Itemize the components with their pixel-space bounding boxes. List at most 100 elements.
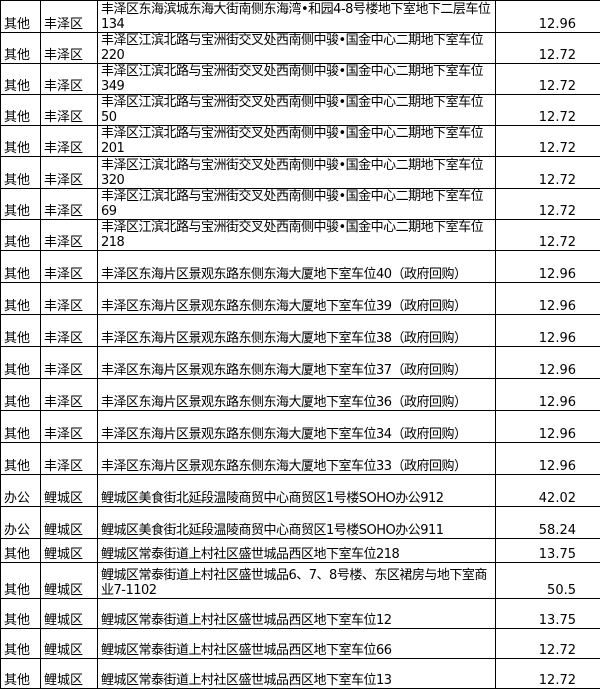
area-cell: 12.72	[495, 63, 600, 95]
area-cell: 58.24	[495, 506, 600, 539]
area-cell: 13.75	[495, 538, 600, 563]
description-cell: 丰泽区江滨北路与宝洲街交叉处西南侧中骏•国金中心二期地下室车位201	[97, 125, 496, 157]
category-cell: 其他	[0, 156, 41, 189]
table-row: 办公 鲤城区 鲤城区美食街北延段温陵商贸中心商贸区1号楼SOHO办公911 58.24	[0, 506, 600, 539]
table-row: 其他 丰泽区 丰泽区江滨北路与宝洲街交叉处西南侧中骏•国金中心二期地下室车位349 1…	[0, 63, 600, 95]
table-row: 其他 鲤城区 鲤城区常泰街道上村社区盛世城品西区地下室车位13 12.72	[0, 658, 600, 689]
category-cell: 其他	[0, 63, 41, 95]
table-row: 其他 丰泽区 丰泽区东海片区景观东路东侧东海大厦地下室车位34（政府回购） 12.96	[0, 410, 600, 443]
category-cell: 其他	[0, 94, 41, 126]
area-cell: 50.5	[495, 562, 600, 599]
area-cell: 12.72	[495, 94, 600, 126]
description-cell: 鲤城区常泰街道上村社区盛世城品西区地下室车位12	[97, 598, 496, 629]
district-cell: 丰泽区	[40, 442, 98, 475]
category-cell: 其他	[0, 314, 41, 347]
area-cell: 12.72	[495, 658, 600, 689]
table-row: 其他 丰泽区 丰泽区江滨北路与宝洲街交叉处西南侧中骏•国金中心二期地下室车位50 12…	[0, 94, 600, 126]
description-cell: 丰泽区江滨北路与宝洲街交叉处西南侧中骏•国金中心二期地下室车位320	[97, 156, 496, 189]
category-cell: 其他	[0, 125, 41, 157]
district-cell: 丰泽区	[40, 410, 98, 443]
category-cell: 其他	[0, 410, 41, 443]
description-cell: 丰泽区江滨北路与宝洲街交叉处西南侧中骏•国金中心二期地下室车位220	[97, 32, 496, 64]
category-cell: 其他	[0, 562, 41, 599]
table-row: 其他 鲤城区 鲤城区常泰街道上村社区盛世城品西区地下室车位12 13.75	[0, 598, 600, 629]
description-cell: 丰泽区东海片区景观东路东侧东海大厦地下室车位39（政府回购）	[97, 282, 496, 315]
description-cell: 鲤城区常泰街道上村社区盛世城品6、7、8号楼、东区裙房与地下室商业7-1102	[97, 562, 496, 599]
area-cell: 12.96	[495, 282, 600, 315]
description-cell: 丰泽区东海片区景观东路东侧东海大厦地下室车位33（政府回购）	[97, 442, 496, 475]
description-cell: 鲤城区美食街北延段温陵商贸中心商贸区1号楼SOHO办公912	[97, 474, 496, 507]
area-cell: 12.72	[495, 125, 600, 157]
description-cell: 丰泽区东海片区景观东路东侧东海大厦地下室车位36（政府回购）	[97, 378, 496, 411]
district-cell: 丰泽区	[40, 282, 98, 315]
table-row: 其他 丰泽区 丰泽区东海片区景观东路东侧东海大厦地下室车位33（政府回购） 12.96	[0, 442, 600, 475]
area-cell: 12.72	[495, 156, 600, 189]
area-cell: 12.72	[495, 628, 600, 659]
district-cell: 丰泽区	[40, 94, 98, 126]
district-cell: 丰泽区	[40, 63, 98, 95]
district-cell: 丰泽区	[40, 250, 98, 283]
description-cell: 丰泽区东海片区景观东路东侧东海大厦地下室车位37（政府回购）	[97, 346, 496, 379]
category-cell: 办公	[0, 506, 41, 539]
description-cell: 丰泽区东海片区景观东路东侧东海大厦地下室车位34（政府回购）	[97, 410, 496, 443]
table-row: 其他 丰泽区 丰泽区江滨北路与宝洲街交叉处西南侧中骏•国金中心二期地下室车位69 12…	[0, 188, 600, 220]
table-row: 其他 丰泽区 丰泽区江滨北路与宝洲街交叉处西南侧中骏•国金中心二期地下室车位218 1…	[0, 219, 600, 251]
district-cell: 丰泽区	[40, 156, 98, 189]
table-row: 其他 丰泽区 丰泽区江滨北路与宝洲街交叉处西南侧中骏•国金中心二期地下室车位320 1…	[0, 156, 600, 189]
district-cell: 鲤城区	[40, 562, 98, 599]
table-row: 其他 丰泽区 丰泽区江滨北路与宝洲街交叉处西南侧中骏•国金中心二期地下室车位201 1…	[0, 125, 600, 157]
description-cell: 鲤城区常泰街道上村社区盛世城品西区地下室车位66	[97, 628, 496, 659]
area-cell: 42.02	[495, 474, 600, 507]
category-cell: 其他	[0, 188, 41, 220]
area-cell: 12.72	[495, 32, 600, 64]
category-cell: 其他	[0, 250, 41, 283]
category-cell: 其他	[0, 658, 41, 689]
district-cell: 丰泽区	[40, 0, 98, 33]
area-cell: 12.96	[495, 250, 600, 283]
category-cell: 其他	[0, 378, 41, 411]
description-cell: 丰泽区江滨北路与宝洲街交叉处西南侧中骏•国金中心二期地下室车位218	[97, 219, 496, 251]
table-row: 其他 丰泽区 丰泽区东海片区景观东路东侧东海大厦地下室车位40（政府回购） 12.96	[0, 250, 600, 283]
district-cell: 鲤城区	[40, 506, 98, 539]
description-cell: 鲤城区美食街北延段温陵商贸中心商贸区1号楼SOHO办公911	[97, 506, 496, 539]
district-cell: 丰泽区	[40, 188, 98, 220]
table-row: 其他 鲤城区 鲤城区常泰街道上村社区盛世城品6、7、8号楼、东区裙房与地下室商业7-…	[0, 562, 600, 599]
district-cell: 丰泽区	[40, 378, 98, 411]
category-cell: 其他	[0, 628, 41, 659]
district-cell: 丰泽区	[40, 219, 98, 251]
district-cell: 鲤城区	[40, 658, 98, 689]
category-cell: 其他	[0, 219, 41, 251]
area-cell: 12.96	[495, 314, 600, 347]
category-cell: 其他	[0, 442, 41, 475]
area-cell: 12.72	[495, 219, 600, 251]
district-cell: 鲤城区	[40, 474, 98, 507]
description-cell: 丰泽区东海滨城东海大街南侧东海湾•和园4-8号楼地下室地下二层车位134	[97, 0, 496, 33]
category-cell: 其他	[0, 282, 41, 315]
description-cell: 丰泽区东海片区景观东路东侧东海大厦地下室车位40（政府回购）	[97, 250, 496, 283]
table-row: 其他 丰泽区 丰泽区东海片区景观东路东侧东海大厦地下室车位38（政府回购） 12.96	[0, 314, 600, 347]
district-cell: 丰泽区	[40, 346, 98, 379]
area-cell: 12.96	[495, 378, 600, 411]
area-cell: 12.96	[495, 410, 600, 443]
area-cell: 12.96	[495, 346, 600, 379]
district-cell: 鲤城区	[40, 538, 98, 563]
table-row: 其他 丰泽区 丰泽区东海片区景观东路东侧东海大厦地下室车位36（政府回购） 12.96	[0, 378, 600, 411]
district-cell: 鲤城区	[40, 628, 98, 659]
area-cell: 12.96	[495, 0, 600, 33]
table-row: 其他 丰泽区 丰泽区江滨北路与宝洲街交叉处西南侧中骏•国金中心二期地下室车位220 1…	[0, 32, 600, 64]
table-row: 其他 丰泽区 丰泽区东海滨城东海大街南侧东海湾•和园4-8号楼地下室地下二层车位13…	[0, 0, 600, 33]
table-row: 其他 鲤城区 鲤城区常泰街道上村社区盛世城品西区地下室车位66 12.72	[0, 628, 600, 659]
district-cell: 丰泽区	[40, 32, 98, 64]
category-cell: 其他	[0, 32, 41, 64]
description-cell: 鲤城区常泰街道上村社区盛世城品西区地下室车位13	[97, 658, 496, 689]
category-cell: 办公	[0, 474, 41, 507]
description-cell: 丰泽区江滨北路与宝洲街交叉处西南侧中骏•国金中心二期地下室车位349	[97, 63, 496, 95]
table-row: 其他 丰泽区 丰泽区东海片区景观东路东侧东海大厦地下室车位39（政府回购） 12.96	[0, 282, 600, 315]
category-cell: 其他	[0, 598, 41, 629]
district-cell: 丰泽区	[40, 125, 98, 157]
area-cell: 12.72	[495, 188, 600, 220]
table-row: 办公 鲤城区 鲤城区美食街北延段温陵商贸中心商贸区1号楼SOHO办公912 42.02	[0, 474, 600, 507]
category-cell: 其他	[0, 538, 41, 563]
